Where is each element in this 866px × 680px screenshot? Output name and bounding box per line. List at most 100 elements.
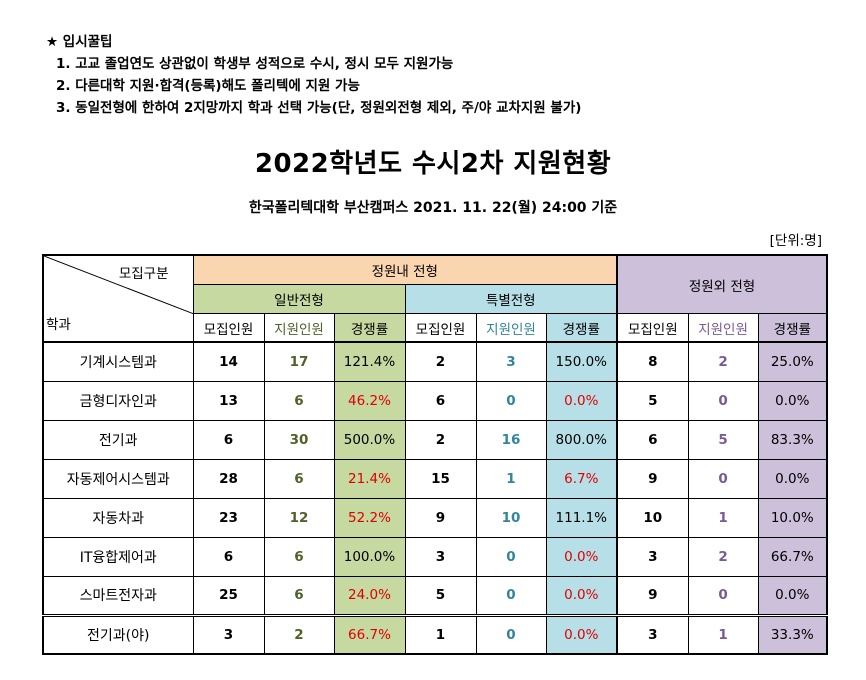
tip-item-3: 3. 동일전형에 한하여 2지망까지 학과 선택 가능(단, 정원외전형 제외,… [56,100,582,116]
admission-tips: ★ 입시꿀팁 1. 고교 졸업연도 상관없이 학생부 성적으로 수시, 정시 모… [46,31,581,119]
special-rate: 111.1% [545,497,618,538]
special-rate: 0.0% [545,380,618,421]
special-apply: 0 [475,613,547,655]
out-recruit: 10 [616,497,689,538]
table-row: 스마트전자과 25 6 24.0% 5 0 0.0% 9 0 0.0% [42,575,828,616]
special-apply: 0 [475,536,547,577]
table-row: IT융합제어과 6 6 100.0% 3 0 0.0% 3 2 66.7% [42,536,828,577]
special-apply: 3 [475,341,547,382]
general-recruit: 6 [192,536,265,577]
out-recruit: 9 [616,458,689,499]
dept-name: 기계시스템과 [42,341,194,382]
special-rate: 150.0% [545,341,618,382]
out-recruit: 8 [616,341,689,382]
table-row: 전기과(야) 3 2 66.7% 1 0 0.0% 3 1 33.3% [42,613,828,655]
out-recruit: 6 [616,419,689,460]
out-recruit: 3 [616,613,689,655]
general-recruit: 6 [192,419,265,460]
table-body: 기계시스템과 14 17 121.4% 2 3 150.0% 8 2 25.0% 금형디자인과 13 6… [42,341,828,655]
special-apply: 0 [475,575,547,616]
out-rate: 0.0% [757,575,828,616]
general-recruit: 3 [192,613,265,655]
table-row: 금형디자인과 13 6 46.2% 6 0 0.0% 5 0 0.0% [42,380,828,421]
dept-name: 스마트전자과 [42,575,194,616]
col-general-rate: 경쟁률 [333,313,406,343]
special-recruit: 1 [404,613,477,655]
application-status-table: 모집구분 학과 정원내 전형 정원외 전형 일반전형 특별전형 모집인원 지원인… [42,254,829,655]
corner-label-category: 모집구분 [118,266,169,282]
col-out-apply: 지원인원 [687,313,759,343]
dept-name: 전기과 [42,419,194,460]
special-rate: 800.0% [545,419,618,460]
table-row: 자동제어시스템과 28 6 21.4% 15 1 6.7% 9 0 0.0% [42,458,828,499]
special-recruit: 2 [404,419,477,460]
general-rate: 24.0% [333,575,406,616]
general-rate: 500.0% [333,419,406,460]
out-rate: 0.0% [757,458,828,499]
special-recruit: 3 [404,536,477,577]
page-subtitle: 한국폴리텍대학 부산캠퍼스 2021. 11. 22(월) 24:00 기준 [248,200,618,216]
col-out-recruit: 모집인원 [616,313,689,343]
general-recruit: 14 [192,341,265,382]
out-rate: 25.0% [757,341,828,382]
col-general-apply: 지원인원 [263,313,335,343]
special-rate: 0.0% [545,575,618,616]
special-recruit: 6 [404,380,477,421]
dept-name: 자동제어시스템과 [42,458,194,499]
special-recruit: 15 [404,458,477,499]
special-apply: 1 [475,458,547,499]
corner-label-dept: 학과 [46,317,71,333]
special-recruit: 2 [404,341,477,382]
special-apply: 16 [475,419,547,460]
out-apply: 2 [687,341,759,382]
general-recruit: 25 [192,575,265,616]
out-recruit: 3 [616,536,689,577]
general-rate: 52.2% [333,497,406,538]
general-apply: 12 [263,497,335,538]
dept-name: 전기과(야) [42,613,194,655]
dept-name: IT융합제어과 [42,536,194,577]
out-rate: 33.3% [757,613,828,655]
table-row: 자동차과 23 12 52.2% 9 10 111.1% 10 1 10.0% [42,497,828,538]
general-apply: 6 [263,575,335,616]
out-rate: 66.7% [757,536,828,577]
out-apply: 5 [687,419,759,460]
subheader-general: 일반전형 [192,283,406,315]
out-recruit: 9 [616,575,689,616]
special-recruit: 9 [404,497,477,538]
general-rate: 121.4% [333,341,406,382]
dept-name: 금형디자인과 [42,380,194,421]
dept-name: 자동차과 [42,497,194,538]
out-apply: 0 [687,458,759,499]
out-apply: 1 [687,613,759,655]
out-rate: 0.0% [757,380,828,421]
out-apply: 0 [687,380,759,421]
subheader-special: 특별전형 [404,283,618,315]
general-rate: 21.4% [333,458,406,499]
tips-heading: ★ 입시꿀팁 [46,34,113,50]
table-row: 전기과 6 30 500.0% 2 16 800.0% 6 5 83.3% [42,419,828,460]
general-recruit: 23 [192,497,265,538]
group-header-out-quota: 정원외 전형 [616,254,828,315]
page-title: 2022학년도 수시2차 지원현황 [254,149,612,179]
general-apply: 6 [263,380,335,421]
corner-header-cell: 모집구분 학과 [42,254,194,343]
general-apply: 6 [263,536,335,577]
out-apply: 2 [687,536,759,577]
out-apply: 0 [687,575,759,616]
out-recruit: 5 [616,380,689,421]
general-rate: 100.0% [333,536,406,577]
tip-item-1: 1. 고교 졸업연도 상관없이 학생부 성적으로 수시, 정시 모두 지원가능 [56,56,454,72]
general-recruit: 28 [192,458,265,499]
general-apply: 30 [263,419,335,460]
special-rate: 0.0% [545,536,618,577]
col-out-rate: 경쟁률 [757,313,828,343]
out-rate: 83.3% [757,419,828,460]
diagonal-line [44,256,192,314]
general-apply: 6 [263,458,335,499]
general-apply: 17 [263,341,335,382]
special-apply: 10 [475,497,547,538]
col-general-recruit: 모집인원 [192,313,265,343]
general-rate: 66.7% [333,613,406,655]
special-rate: 0.0% [545,613,618,655]
